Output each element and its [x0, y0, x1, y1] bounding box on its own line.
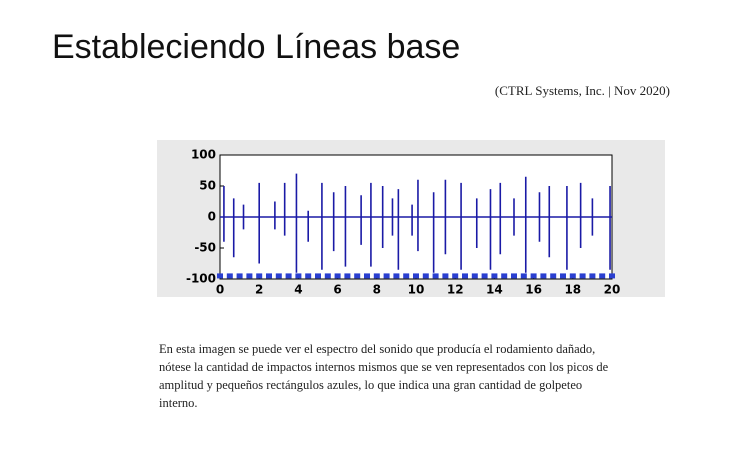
marker — [305, 273, 312, 279]
marker — [256, 273, 263, 279]
caption-line: amplitud y pequeños rectángulos azules, … — [159, 378, 583, 392]
marker — [236, 273, 243, 279]
y-tick-label: -100 — [186, 272, 216, 286]
marker — [285, 273, 292, 279]
x-tick-label: 4 — [294, 283, 302, 297]
marker — [560, 273, 566, 279]
x-tick-label: 2 — [255, 283, 263, 297]
marker — [442, 273, 449, 279]
caption-line: En esta imagen se puede ver el espectro … — [159, 342, 596, 356]
marker — [344, 273, 351, 279]
marker — [354, 273, 361, 279]
caption-line: interno. — [159, 396, 198, 410]
y-tick-label: -50 — [194, 241, 216, 255]
marker — [295, 273, 302, 279]
marker — [403, 273, 410, 279]
marker — [364, 273, 370, 279]
marker — [579, 273, 586, 279]
marker — [432, 273, 439, 279]
marker — [315, 273, 321, 279]
marker — [275, 273, 282, 279]
marker — [520, 273, 527, 279]
x-tick-label: 14 — [486, 283, 503, 297]
marker — [383, 273, 390, 279]
marker — [569, 273, 576, 279]
marker — [530, 273, 537, 279]
marker — [266, 273, 272, 279]
marker — [511, 273, 517, 279]
marker — [550, 273, 557, 279]
marker — [501, 273, 508, 279]
marker — [413, 273, 419, 279]
marker — [540, 273, 547, 279]
marker — [334, 273, 341, 279]
y-tick-label: 0 — [208, 210, 216, 224]
x-tick-label: 10 — [408, 283, 425, 297]
x-tick-label: 18 — [564, 283, 581, 297]
x-tick-label: 8 — [373, 283, 381, 297]
citation: (CTRL Systems, Inc. | Nov 2020) — [494, 83, 670, 98]
marker — [324, 273, 331, 279]
marker — [246, 273, 253, 279]
x-tick-label: 0 — [216, 283, 224, 297]
marker — [462, 273, 468, 279]
x-tick-label: 16 — [525, 283, 542, 297]
marker — [226, 273, 233, 279]
caption-line: nótese la cantidad de impactos internos … — [159, 360, 609, 374]
marker — [422, 273, 429, 279]
marker — [589, 273, 596, 279]
marker — [481, 273, 488, 279]
y-tick-label: 50 — [199, 179, 216, 193]
x-tick-label: 12 — [447, 283, 464, 297]
marker — [599, 273, 606, 279]
marker — [452, 273, 459, 279]
marker — [217, 273, 223, 279]
marker — [373, 273, 380, 279]
signal-line — [220, 173, 612, 273]
marker — [471, 273, 478, 279]
y-tick-label: 100 — [191, 148, 216, 162]
marker — [393, 273, 400, 279]
marker — [491, 273, 498, 279]
marker — [609, 273, 615, 279]
x-tick-label: 6 — [333, 283, 341, 297]
slide-title: Estableciendo Líneas base — [52, 28, 461, 66]
x-tick-label: 20 — [604, 283, 621, 297]
caption: En esta imagen se puede ver el espectro … — [159, 340, 608, 412]
